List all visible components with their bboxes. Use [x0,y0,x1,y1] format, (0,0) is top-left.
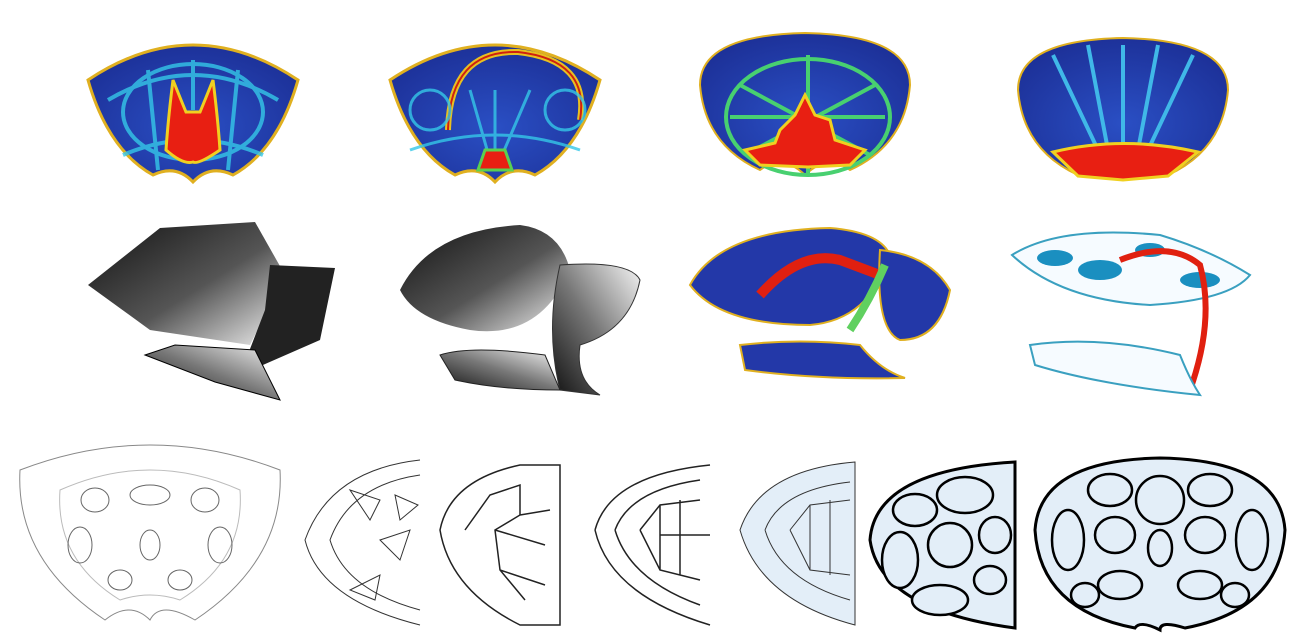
heatmap-1 [86,43,300,184]
drawing-7 [1033,456,1287,633]
shell-wall [552,263,641,396]
shell-foot [143,344,281,401]
shell-canopy [88,222,285,345]
shell-3d-2 [400,225,641,396]
drawing-3 [439,464,561,626]
shell-canopy [1010,231,1252,307]
stress-peak [1049,142,1202,182]
shell-foot [1028,340,1203,397]
shell-3d-3 [688,226,952,380]
drawing-6 [868,460,1017,630]
drawing-1 [19,444,281,621]
cells [880,475,1013,617]
heatmap-4 [1017,37,1229,182]
drawing-5 [739,461,856,626]
stress-band [846,263,889,333]
cells [1050,472,1270,609]
stress-peak [164,79,222,164]
drawing-4 [594,464,711,626]
heatmap-2 [388,43,602,184]
stress-lines [1051,44,1195,151]
shell-canopy [400,225,570,332]
voids [67,484,233,591]
stress-band [1118,248,1209,392]
shell-foot [439,349,561,391]
shell-3d-4 [1010,231,1252,397]
heatmap-3 [699,32,911,177]
shell-wall [240,265,335,375]
stress-peak [742,91,868,169]
drawing-2 [304,459,421,626]
shell-foot [738,340,906,380]
shell-wall [878,248,952,342]
shell-3d-1 [88,222,335,401]
stress-peak [475,148,515,172]
stress-band [756,253,882,299]
stress-lines [408,88,587,165]
stress-arch-core [447,50,583,131]
